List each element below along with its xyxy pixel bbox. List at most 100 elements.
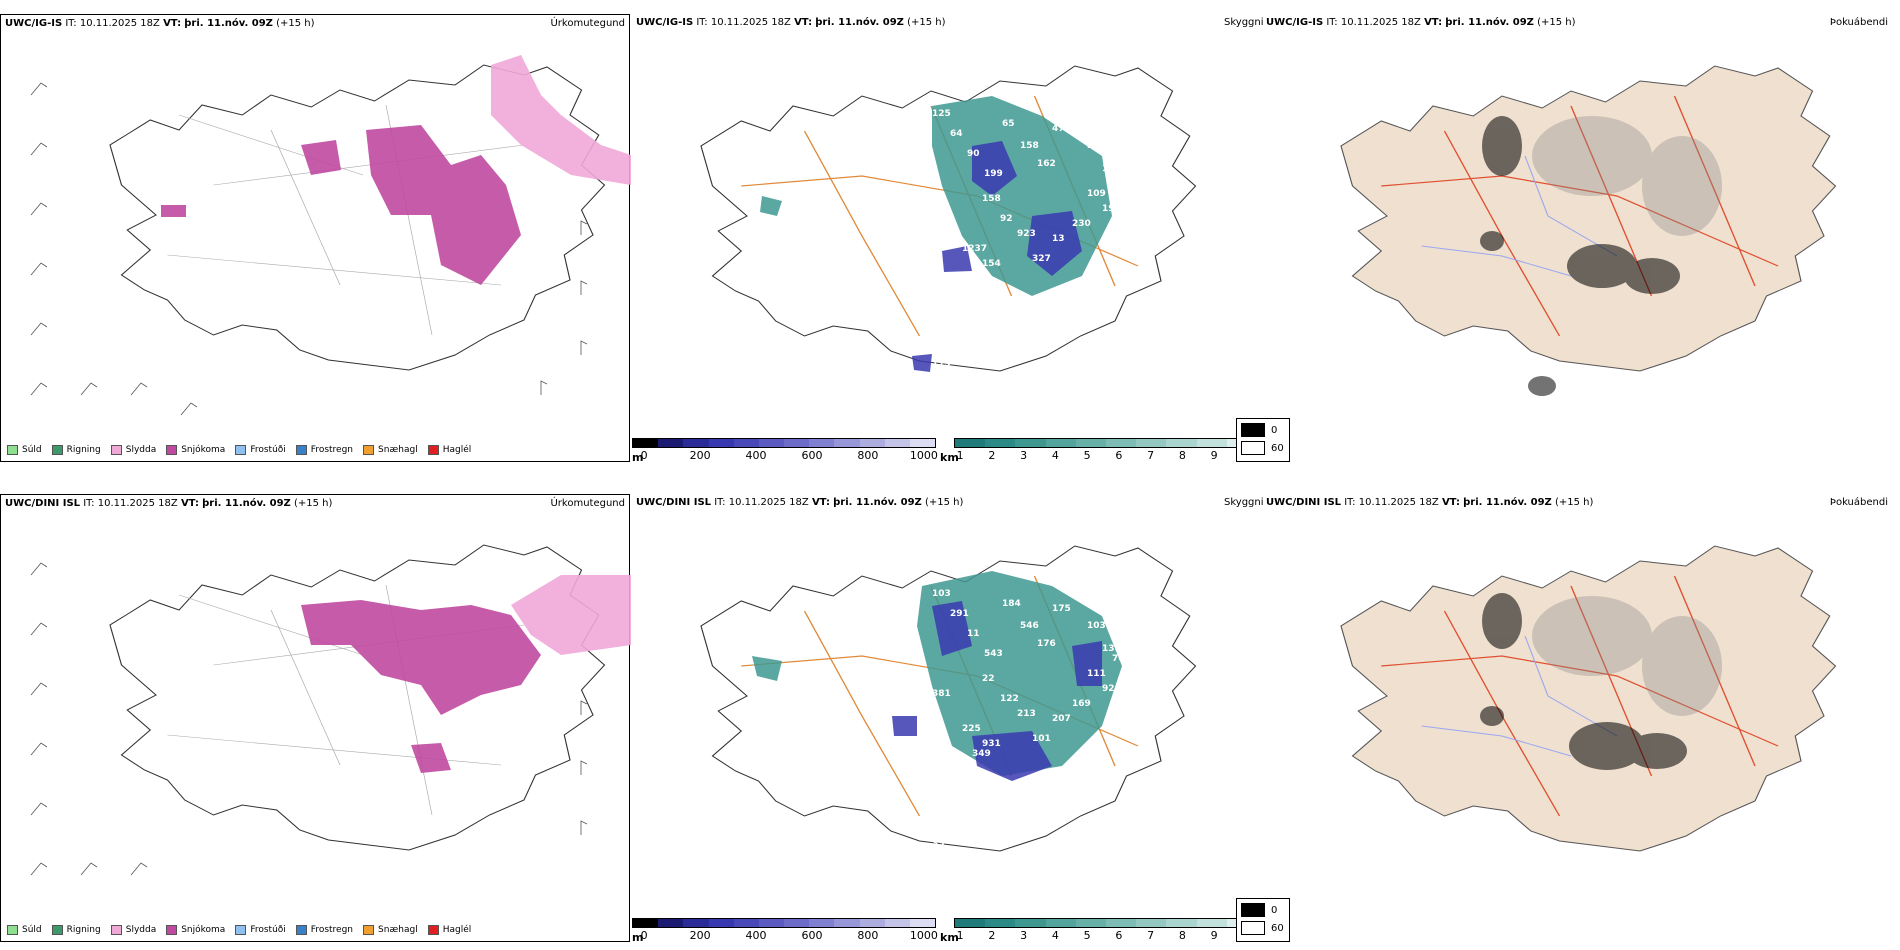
visibility-label: 230 (1072, 219, 1091, 229)
legend-item: Rigning (51, 925, 101, 935)
visibility-label: 327 (1032, 254, 1051, 264)
colorbar-tick: 7 (1147, 929, 1155, 942)
colorbar-segment (955, 919, 986, 927)
colorbar-segment (955, 439, 986, 447)
snow-areas (161, 125, 521, 285)
precip-legend: Súld Rigning Slydda Snjókoma Frostúði Fr… (7, 925, 471, 935)
visibility-label: 13 (1052, 234, 1065, 244)
vt-label: VT: (163, 18, 182, 29)
colorbar-segment (985, 919, 1016, 927)
legend-item: Slydda (110, 925, 156, 935)
visibility-blue (892, 601, 1102, 781)
colorbar-segment (658, 439, 684, 447)
legend-item: Snæhagl (363, 925, 418, 935)
visibility-label: 196 (1102, 204, 1121, 214)
colorbar-segment (834, 919, 860, 927)
visibility-label: 65 (1002, 119, 1015, 129)
visibility-colorbar: 12345678910 (954, 438, 1258, 462)
panel-header: UWC/IG-IS IT: 10.11.2025 18Z VT: þri. 11… (1266, 17, 1576, 28)
wind-barbs (30, 82, 588, 416)
cloudbase-colorbar: 0 200 400 600 800 1000 (632, 438, 938, 462)
colorbar-segment (1106, 439, 1137, 447)
precip-map (30, 544, 631, 876)
colorbar-segment (859, 919, 885, 927)
cloudbase-unit: m (632, 451, 644, 464)
visibility-label: 9 (972, 269, 978, 279)
visibility-label: 11 (967, 629, 980, 639)
panel-title: Þokuábendi (1829, 17, 1888, 28)
colorbar-segment (1045, 919, 1076, 927)
legend-item: Snjókoma (166, 925, 225, 935)
legend-item: Súld (7, 445, 42, 455)
wind-barbs (30, 562, 588, 876)
legend-item: Frostregn (295, 925, 353, 935)
visibility-labels: 125 64 90 199 65 158 162 474 921 200 130 158 92 923 38… (897, 104, 1131, 369)
colorbar-segment (1136, 919, 1167, 927)
colorbar-segment (809, 919, 835, 927)
visibility-label: 207 (1052, 714, 1071, 724)
visibility-label: 383 (932, 209, 951, 219)
visibility-unit: km (940, 451, 959, 464)
visibility-label: 162 (1037, 159, 1056, 169)
colorbar-tick: 800 (857, 929, 879, 942)
precip-type-panel-2: UWC/DINI ISL IT: 10.11.2025 18Z VT: þri.… (0, 494, 631, 942)
visibility-label: 546 (1020, 621, 1039, 631)
colorbar-segment (884, 919, 910, 927)
colorbar-segment (733, 919, 759, 927)
panel-title: Skyggni (1224, 17, 1264, 28)
visibility-label: 1237 (962, 244, 987, 254)
visibility-map: 103 291 11 543 184 546 176 175 172 103 130 22 122 213… (700, 545, 1197, 852)
it-value: 10.11.2025 18Z (79, 18, 160, 29)
colorbar-segment (733, 439, 759, 447)
lead-time: (+15 h) (276, 18, 315, 29)
visibility-teal (752, 571, 1122, 776)
visibility-label: 175 (1052, 604, 1071, 614)
model-name: UWC/IG-IS (5, 18, 63, 29)
visibility-label: 154 (982, 259, 1001, 269)
sleet-areas (491, 55, 631, 185)
fog-dense (1480, 116, 1680, 396)
colorbar-segment (784, 439, 810, 447)
visibility-label: 114 (952, 349, 971, 359)
colorbar-tick: 200 (689, 449, 711, 462)
visibility-label: 69 (917, 709, 930, 719)
visibility-label: 921 (1070, 104, 1089, 114)
visibility-label: 109 (1087, 189, 1106, 199)
colorbar-tick: 600 (801, 929, 823, 942)
vt-value: þri. 11.nóv. 09Z (184, 18, 273, 29)
colorbar-tick: 600 (801, 449, 823, 462)
visibility-colorbar: 12345678910 (954, 918, 1258, 942)
visibility-label: 199 (984, 169, 1003, 179)
panel-header: UWC/IG-IS IT: 10.11.2025 18Z VT: þri. 11… (636, 17, 946, 28)
colorbar-tick: 6 (1115, 929, 1123, 942)
fog-light (1532, 596, 1722, 716)
colorbar-tick: 1000 (909, 449, 938, 462)
visibility-label: 923 (1017, 229, 1036, 239)
panel-header: UWC/DINI ISL IT: 10.11.2025 18Z VT: þri.… (5, 498, 333, 509)
legend-item: Frostúði (235, 925, 286, 935)
visibility-label: 381 (932, 689, 951, 699)
colorbar-segment (1045, 439, 1076, 447)
it-label: IT: (65, 18, 77, 29)
colorbar-tick: 0 (640, 929, 648, 942)
colorbar-segment (633, 919, 659, 927)
visibility-label: 92 (1102, 684, 1115, 694)
colorbar-tick: 1 (956, 449, 964, 462)
colorbar-tick: 9 (1210, 929, 1218, 942)
colorbar-tick: 800 (857, 449, 879, 462)
visibility-label: 228 (1112, 174, 1131, 184)
visibility-labels: 103 291 11 543 184 546 176 175 172 103 130 22 122 213… (897, 584, 1125, 849)
colorbar-segment (758, 919, 785, 927)
colorbar-segment (909, 919, 936, 927)
colorbar-tick: 2 (988, 929, 996, 942)
legend-item: Snæhagl (363, 445, 418, 455)
panel-header: UWC/IG-IS IT: 10.11.2025 18Z VT: þri. 11… (5, 18, 315, 29)
visibility-label: 122 (1000, 694, 1019, 704)
visibility-unit: km (940, 931, 959, 944)
visibility-label: 7 (897, 359, 903, 369)
colorbar-segment (1015, 439, 1046, 447)
colorbar-tick: 3 (1020, 449, 1028, 462)
colorbar-tick: 8 (1178, 449, 1186, 462)
visibility-label: 543 (984, 649, 1003, 659)
precip-legend: Súld Rigning Slydda Snjókoma Frostúði Fr… (7, 445, 471, 455)
